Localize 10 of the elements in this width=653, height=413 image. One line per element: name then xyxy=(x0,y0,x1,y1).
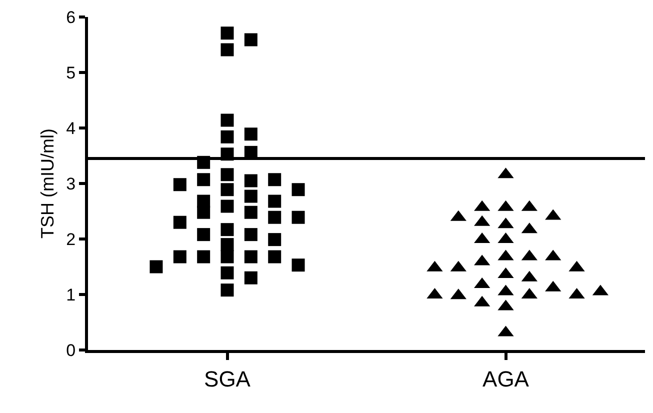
y-tick-label: 0 xyxy=(66,340,76,360)
y-tick-label: 5 xyxy=(66,63,76,82)
y-tick-label: 2 xyxy=(66,230,76,249)
y-tick-label: 3 xyxy=(66,174,76,194)
y-tick-label: 4 xyxy=(66,118,76,138)
x-tick-label: AGA xyxy=(482,366,530,392)
y-tick-label: 1 xyxy=(66,285,76,304)
y-axis-title: TSH (mIU/ml) xyxy=(37,128,58,238)
y-tick-label: 6 xyxy=(66,8,76,27)
x-tick-label: SGA xyxy=(204,366,251,392)
